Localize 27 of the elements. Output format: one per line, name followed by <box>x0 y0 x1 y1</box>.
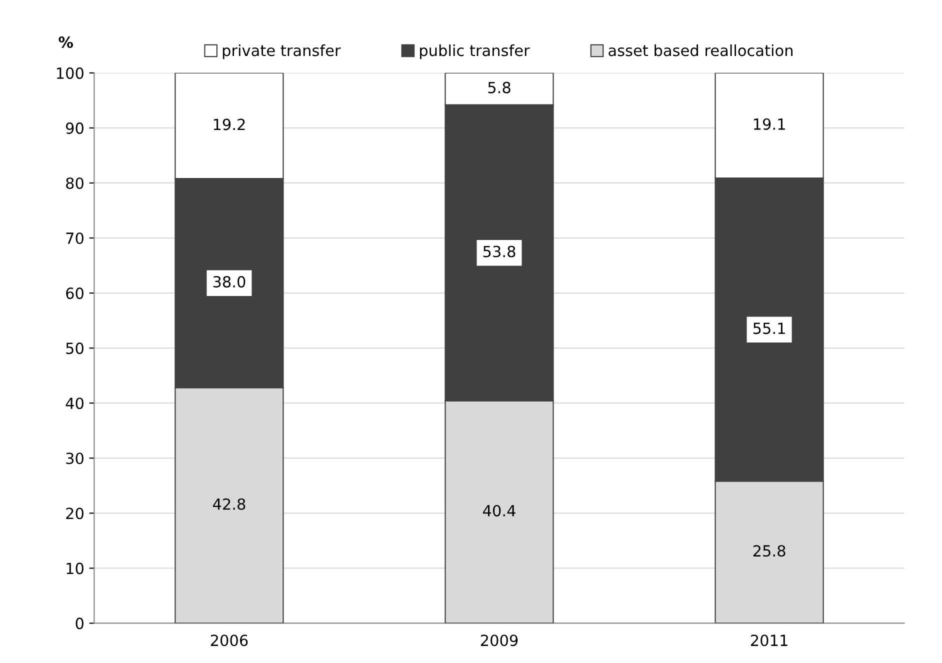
y-tick-label: 20 <box>66 508 84 520</box>
y-tick-label: 40 <box>66 398 84 410</box>
y-tick-label: 80 <box>66 177 84 190</box>
y-tick-label: 60 <box>66 288 84 300</box>
data-label: 19.2 <box>214 118 245 130</box>
y-tick-label: 50 <box>66 342 84 354</box>
data-label: 40.4 <box>483 504 516 516</box>
y-tick-label: 100 <box>56 67 84 79</box>
y-tick-label: 30 <box>66 452 84 464</box>
y-tick-label: 90 <box>66 122 84 134</box>
data-label: 19.1 <box>754 118 785 130</box>
x-tick-label: 2006 <box>210 634 248 646</box>
data-label: 5.8 <box>488 82 510 94</box>
legend-label: asset based reallocation <box>608 44 792 56</box>
legend-label: private transfer <box>222 44 341 60</box>
data-label: 38.0 <box>213 276 246 288</box>
x-tick-label: 2009 <box>480 634 518 646</box>
legend-label: public transfer <box>420 44 530 60</box>
y-tick-label: 10 <box>66 562 84 574</box>
data-label: 42.8 <box>212 498 246 510</box>
data-label: 53.8 <box>483 246 516 258</box>
y-tick-label: 0 <box>76 618 84 630</box>
x-tick-label: 2011 <box>750 634 788 646</box>
y-axis-title: % <box>58 36 74 48</box>
data-label: 55.1 <box>753 322 785 334</box>
data-label: 25.8 <box>753 545 786 557</box>
y-tick-label: 70 <box>66 232 84 244</box>
